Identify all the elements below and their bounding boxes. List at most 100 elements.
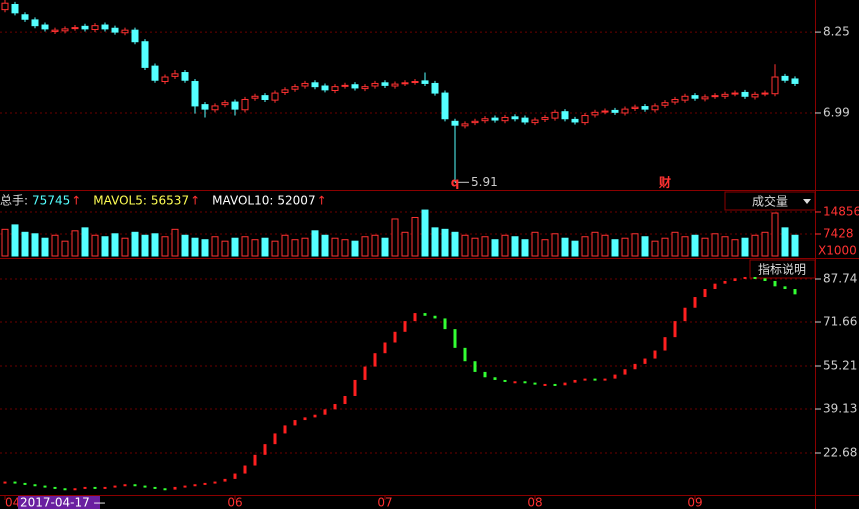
volume-bar <box>101 236 109 257</box>
volume-bar <box>361 236 369 257</box>
candle-body <box>701 96 709 100</box>
indicator-bar <box>543 383 547 386</box>
candle-body <box>581 115 589 124</box>
volume-bar <box>291 239 299 257</box>
volume-bar <box>611 239 619 257</box>
volume-bar <box>141 234 149 257</box>
indicator-bar <box>383 342 387 354</box>
indicator-bar <box>463 347 467 362</box>
indicator-bar <box>293 420 297 426</box>
candle-body <box>181 72 189 81</box>
volume-bar <box>31 233 39 257</box>
candle-body <box>261 95 269 100</box>
candle-body <box>761 92 769 95</box>
legend-value: 52007 <box>277 194 315 208</box>
candle-body <box>731 92 739 95</box>
y-tick-label: 22.68 <box>823 446 857 460</box>
candle-body <box>211 105 219 111</box>
indicator-bar <box>513 381 517 384</box>
indicator-bar <box>43 485 47 488</box>
indicator-bar <box>373 353 377 367</box>
candle-body <box>391 83 399 87</box>
low-label: 5.91 <box>471 175 498 189</box>
indicator-bar <box>93 486 97 489</box>
cursor-date-bg <box>18 496 100 509</box>
volume-bar <box>301 237 309 257</box>
candle-body <box>691 95 699 99</box>
legend-arrow: ↑ <box>317 194 327 208</box>
dropdown[interactable] <box>724 191 816 211</box>
indicator-bar <box>163 488 167 491</box>
event-marker: 财 <box>658 175 671 190</box>
volume-bar <box>231 237 239 257</box>
indicator-bar <box>653 350 657 359</box>
candle-body <box>491 117 499 121</box>
legend-name: MAVOL5: <box>93 194 147 208</box>
volume-bar <box>181 234 189 257</box>
button-label[interactable]: 指标说明 <box>758 262 806 277</box>
indicator-bar <box>333 404 337 410</box>
indicator-bar <box>473 361 477 372</box>
volume-bar <box>271 240 279 257</box>
legend-name: 总手: <box>0 194 28 208</box>
indicator-bar <box>743 276 747 279</box>
volume-bar <box>731 239 739 257</box>
volume-bar <box>221 240 229 257</box>
indicator-bar <box>423 313 427 316</box>
candle-body <box>361 86 369 90</box>
volume-bar <box>471 237 479 257</box>
indicator-bar <box>203 482 207 485</box>
indicator-bar <box>593 378 597 381</box>
volume-bar <box>651 240 659 257</box>
volume-bar <box>161 236 169 257</box>
candle-body <box>101 24 109 30</box>
legend-value: 75745 <box>32 194 70 208</box>
volume-bar <box>411 216 419 257</box>
candle-body <box>281 89 289 93</box>
volume-bar <box>401 231 409 257</box>
candle-body <box>511 116 519 120</box>
candle-body <box>431 82 439 94</box>
volume-bar <box>431 227 439 257</box>
candle-body <box>591 111 599 116</box>
legend-value: 56537 <box>151 194 189 208</box>
indicator-bar <box>283 425 287 434</box>
volume-bar <box>71 230 79 257</box>
dropdown-arrow[interactable] <box>803 199 811 204</box>
dropdown-label[interactable]: 成交量 <box>752 194 788 209</box>
volume-bar <box>721 236 729 257</box>
volume-bar <box>391 218 399 257</box>
button[interactable] <box>749 259 816 279</box>
candle-body <box>401 82 409 85</box>
candle-body <box>151 65 159 81</box>
indicator-bar <box>123 484 127 487</box>
volume-bar <box>561 237 569 257</box>
volume-bar <box>531 231 539 257</box>
indicator-bar <box>153 486 157 489</box>
candle-body <box>641 106 649 110</box>
candle-body <box>451 120 459 126</box>
indicator-bar <box>493 377 497 380</box>
x-tick-label: 07 <box>377 496 392 509</box>
volume-bar <box>601 234 609 257</box>
candle-body <box>561 111 569 120</box>
indicator-bar <box>703 289 707 298</box>
volume-bar <box>441 228 449 257</box>
candle-body <box>661 102 669 106</box>
candle-body <box>771 76 779 95</box>
indicator-bar <box>233 473 237 479</box>
candle-body <box>681 95 689 101</box>
volume-bar <box>351 240 359 257</box>
indicator-bar <box>313 414 317 418</box>
indicator-bar <box>113 485 117 488</box>
volume-bar <box>461 234 469 257</box>
candle-body <box>501 116 509 122</box>
volume-bar <box>621 237 629 257</box>
indicator-bar <box>693 297 697 308</box>
x-tick-label: 06 <box>227 496 242 509</box>
candle-body <box>611 109 619 113</box>
indicator-bar <box>143 485 147 488</box>
indicator-bar <box>773 280 777 287</box>
candle-body <box>161 76 169 83</box>
